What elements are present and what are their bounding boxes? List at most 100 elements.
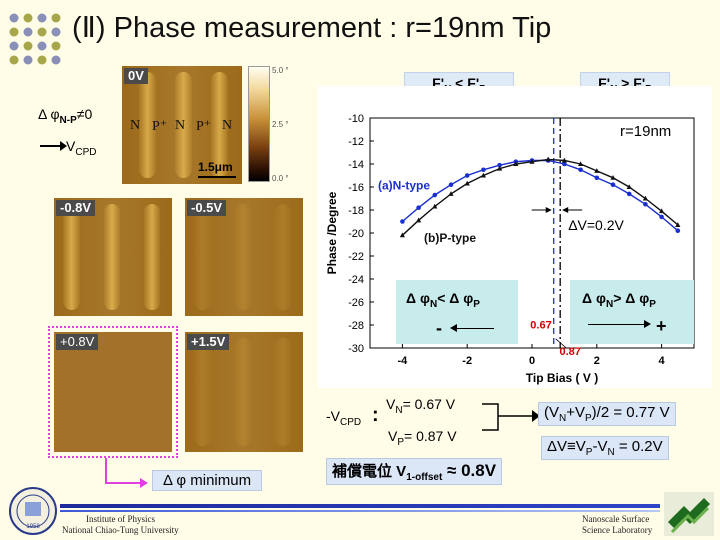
data-point-p-type [626, 184, 632, 189]
data-point-n-type [675, 228, 681, 233]
decorative-dot-grid [9, 13, 61, 65]
data-point-n-type [432, 192, 438, 198]
data-point-n-type [659, 214, 664, 220]
data-point-n-type [643, 201, 648, 207]
neg-vcpd-label: -VCPD [326, 408, 362, 428]
bracket-arrow [482, 403, 540, 431]
data-point-p-type [545, 156, 551, 162]
data-point-p-type [416, 217, 422, 223]
delta-v-arrowhead [545, 207, 552, 213]
y-tick-label: -30 [348, 343, 364, 355]
institute-line1: Institute of Physics [86, 514, 155, 524]
pink-connector [105, 482, 143, 484]
data-point-p-type [448, 191, 454, 196]
data-point-p-type [642, 195, 648, 201]
y-tick-label: -22 [348, 251, 364, 263]
scale-bar [198, 176, 236, 178]
x-tick-label: 0 [529, 355, 535, 367]
x-tick-label: -4 [398, 355, 409, 367]
minus-sign: - [436, 318, 442, 338]
vcpd-label: VCPD [66, 138, 97, 158]
vn-value: VN= 0.67 V [386, 396, 456, 416]
y-tick-label: -16 [348, 182, 364, 194]
decor-dot [9, 13, 19, 23]
data-point-p-type [659, 208, 665, 214]
y-axis-label: Phase /Degree [325, 191, 339, 274]
data-point-n-type [594, 175, 600, 181]
data-point-n-type [400, 219, 405, 224]
footer-decoration [60, 504, 660, 512]
stripe-label-n: N [222, 118, 233, 133]
arrow-right-icon [40, 145, 62, 147]
afm-image-label: +1.5V [187, 334, 230, 350]
decor-dot [23, 55, 33, 65]
data-point-p-type [594, 168, 600, 173]
y-tick-label: -26 [348, 297, 364, 309]
footer-lab: Nanoscale Surface Science Laboratory [582, 514, 652, 536]
afm-image-label: +0.8V [56, 334, 99, 350]
afm-image-minus-0-8v: -0.8V [54, 198, 172, 316]
data-point-p-type [432, 203, 438, 209]
arrow-head [644, 320, 651, 328]
arrow-right-icon [588, 324, 646, 325]
afm-image-minus-0-5v: -0.5V [185, 198, 303, 316]
phase-shift-n-greater-p: Δ φN> Δ φP + [570, 280, 694, 344]
stripe-label-n: N [175, 118, 186, 133]
vcpd-n-value-label: 0.67 [530, 319, 551, 331]
colorbar-tick: 5.0 ° [272, 66, 289, 75]
stripe-label-n: N [130, 118, 141, 133]
decor-dot [9, 27, 19, 37]
series-line-n-type [401, 159, 679, 232]
delta-v-arrowhead [562, 207, 569, 213]
y-tick-label: -10 [348, 113, 364, 125]
phase-vs-bias-chart: -10-12-14-16-18-20-22-24-26-28-30-4 -2 0 2 4… [325, 113, 695, 385]
x-tick-label: 4 [659, 355, 666, 367]
x-tick-label: 2 [594, 355, 600, 367]
delta-v-box: ΔV≡VP-VN = 0.2V [541, 436, 669, 460]
y-tick-label: -12 [348, 136, 364, 148]
decor-dot [9, 55, 19, 65]
decor-dot [51, 41, 61, 51]
afm-image-label: -0.8V [56, 200, 96, 216]
tip-radius-label: r=19nm [620, 123, 671, 140]
minimum-highlight-box [48, 326, 178, 458]
data-point-n-type [578, 167, 583, 173]
decor-dot [51, 13, 61, 23]
x-axis-label: Tip Bias ( V ) [526, 371, 598, 385]
decor-dot [9, 41, 19, 51]
data-point-p-type [529, 158, 535, 164]
data-point-n-type [562, 161, 567, 167]
stripe-label-p: P⁺ [152, 119, 168, 134]
afm-image-0v: 0V N P⁺ N P⁺ N 1.5μm [122, 66, 242, 184]
data-point-n-type [626, 191, 632, 197]
plus-sign: + [656, 316, 667, 336]
series-label-n-type: (a)N-type [378, 178, 430, 192]
lab-logo [664, 492, 714, 536]
delta-v-label: ΔV=0.2V [568, 217, 624, 233]
pink-arrow-head [140, 478, 148, 488]
average-vcpd-box: (VN+VP)/2 = 0.77 V [538, 402, 676, 426]
offset-potential-box: 補償電位 V1-offset ≈ 0.8V [326, 458, 503, 485]
colorbar-tick: 0.0 ° [272, 174, 289, 183]
arrow-head [60, 141, 67, 151]
decor-dot [51, 55, 61, 65]
afm-image-plus-0-8v: +0.8V [54, 332, 172, 452]
data-point-p-type [399, 232, 405, 238]
data-point-n-type [416, 205, 421, 210]
footer-institute: Institute of Physics National Chiao-Tung… [62, 514, 179, 536]
data-point-p-type [675, 222, 681, 227]
data-point-n-type [481, 167, 486, 173]
data-point-p-type [578, 161, 584, 166]
data-point-p-type [480, 172, 486, 178]
series-label-p-type: (b)P-type [424, 231, 476, 245]
x-tick-label: -2 [462, 355, 472, 367]
stripe-label-p: P⁺ [196, 119, 212, 134]
decor-dot [23, 13, 33, 23]
phase-minimum-label: Δ φ minimum [152, 470, 263, 491]
decor-dot [23, 41, 33, 51]
decor-dot [37, 13, 47, 23]
university-seal-logo: 1958 [9, 487, 57, 535]
data-point-p-type [513, 161, 519, 166]
decor-dot [37, 55, 47, 65]
data-point-p-type [464, 180, 470, 186]
